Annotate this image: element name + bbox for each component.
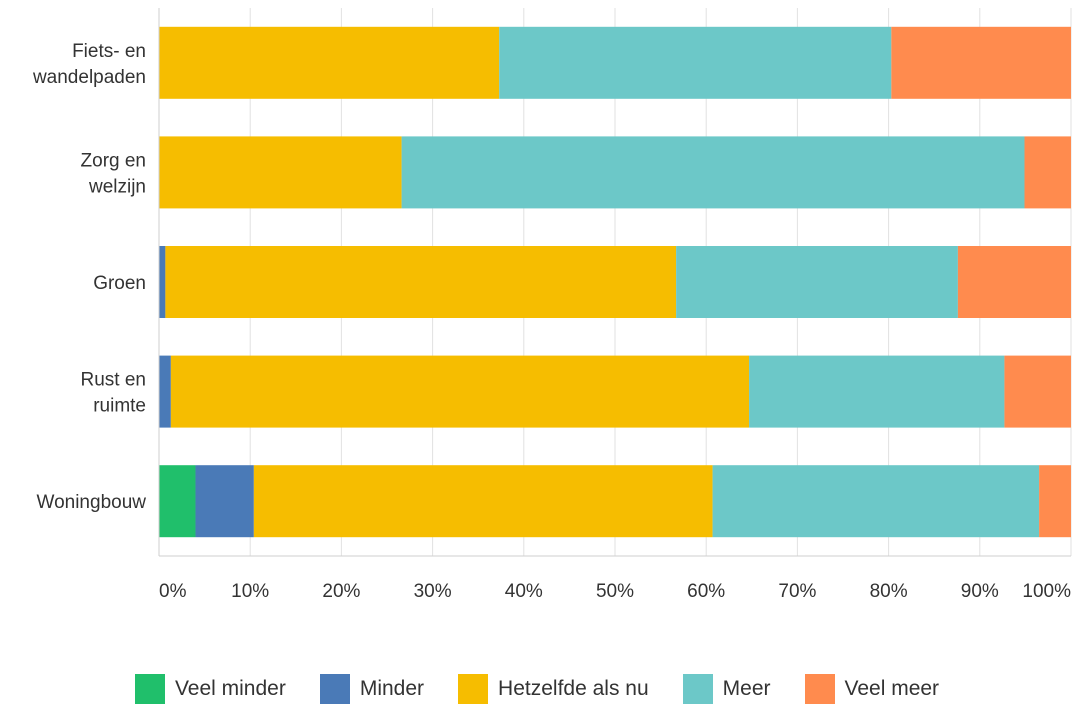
x-tick-label: 30% (414, 581, 452, 602)
legend-item: Veel minder (134, 674, 286, 704)
category-label: Rust en (81, 370, 146, 391)
bar-segment (712, 465, 1040, 538)
legend-label: Veel minder (174, 677, 286, 700)
bar-segment (159, 355, 171, 428)
bar-segment (676, 246, 958, 318)
bar-segment (195, 465, 254, 538)
bar-segment (957, 246, 1071, 318)
bar-segment (159, 465, 196, 538)
bar-segment (159, 26, 500, 99)
legend-label: Minder (359, 677, 425, 700)
bar-segment (749, 355, 1005, 428)
bar-segment (253, 465, 713, 538)
x-tick-label: 90% (961, 581, 999, 602)
legend-item: Veel meer (804, 674, 940, 704)
legend-swatch (804, 674, 835, 704)
bar-segment (159, 136, 402, 209)
bar-segment (1039, 465, 1071, 538)
bar-segment (170, 355, 750, 428)
category-label: Fiets- en (72, 41, 146, 62)
bar-segment (891, 26, 1071, 99)
bar-segment (165, 246, 677, 318)
legend-label: Meer (722, 677, 771, 700)
chart-legend: Veel minder Minder Hetzelfde als nu Meer Vee… (0, 674, 1074, 704)
legend-label: Veel meer (844, 677, 940, 700)
legend-swatch (134, 674, 165, 704)
legend-item: Minder (319, 674, 425, 704)
x-tick-label: 50% (596, 581, 634, 602)
x-tick-label: 0% (159, 581, 187, 602)
legend-swatch (682, 674, 713, 704)
legend-swatch (458, 674, 489, 704)
category-label: Groen (93, 273, 146, 294)
bar-segment (159, 246, 166, 318)
x-tick-label: 70% (778, 581, 816, 602)
category-label: Woningbouw (36, 492, 146, 513)
legend-item: Hetzelfde als nu (458, 674, 649, 704)
category-label: wandelpaden (32, 67, 146, 88)
bar-segment (499, 26, 892, 99)
x-tick-label: 10% (231, 581, 269, 602)
stacked-bar-chart: Fiets- en wandelpaden Zorg en welzijn Groen R… (32, 8, 1072, 602)
x-tick-label: 60% (687, 581, 725, 602)
x-tick-label: 100% (1022, 581, 1071, 602)
category-label: welzijn (88, 176, 146, 197)
x-tick-label: 80% (870, 581, 908, 602)
legend-label: Hetzelfde als nu (498, 677, 649, 700)
x-tick-label: 40% (505, 581, 543, 602)
category-label: Zorg en (81, 150, 146, 171)
x-tick-label: 20% (322, 581, 360, 602)
legend-swatch (319, 674, 350, 704)
legend-item: Meer (682, 674, 771, 704)
bar-segment (1004, 355, 1071, 428)
category-label: ruimte (93, 396, 146, 417)
bar-segment (1024, 136, 1071, 209)
bar-segment (401, 136, 1025, 209)
